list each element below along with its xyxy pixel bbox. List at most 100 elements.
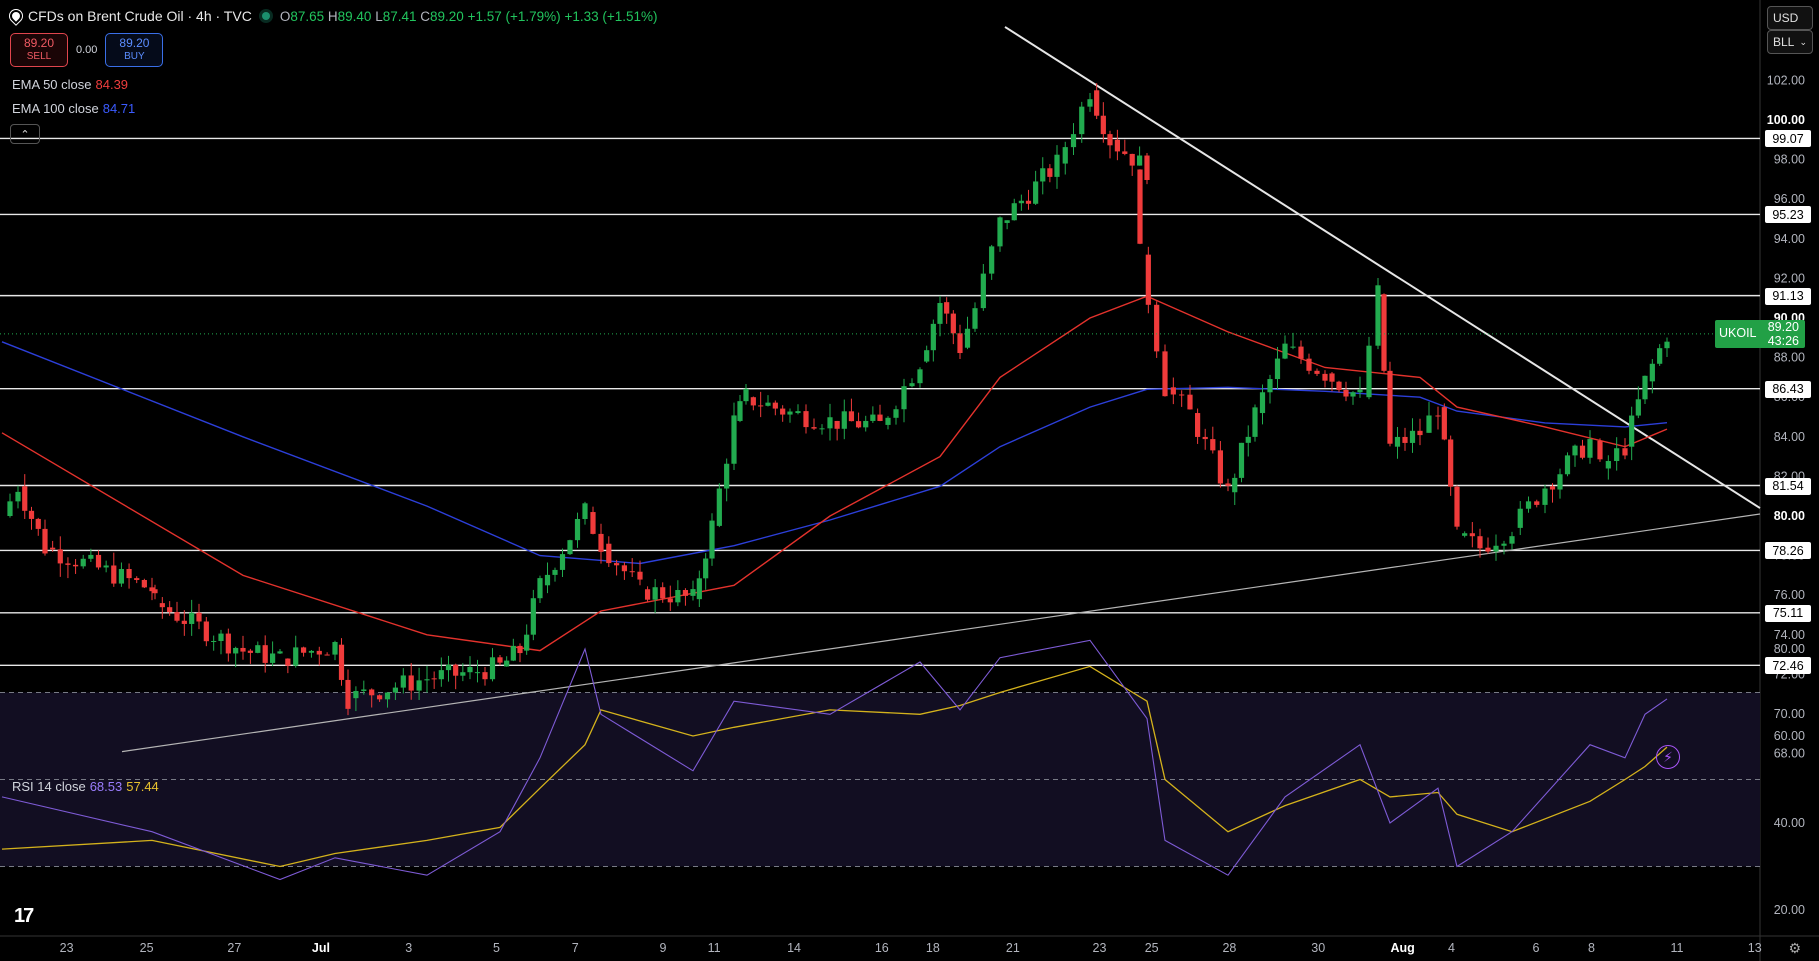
tradingview-logo[interactable]: 17 [14,905,34,927]
candle-down[interactable] [111,565,117,584]
candle-down[interactable] [338,644,345,680]
candle-down[interactable] [152,589,158,594]
candle-up[interactable] [716,488,722,526]
candle-up[interactable] [293,647,299,666]
candle-up[interactable] [652,587,658,600]
candle-down[interactable] [22,486,28,511]
candle-down[interactable] [1485,547,1491,552]
candle-down[interactable] [1402,436,1408,443]
candle-down[interactable] [149,587,155,592]
candle-down[interactable] [629,571,635,573]
candle-down[interactable] [598,533,604,552]
candle-up[interactable] [795,411,801,414]
candle-up[interactable] [277,651,283,654]
candle-down[interactable] [606,543,612,564]
candle-down[interactable] [1622,448,1628,456]
candle-down[interactable] [834,420,840,429]
candle-up[interactable] [1357,389,1363,393]
candle-up[interactable] [1587,439,1593,458]
candle-up[interactable] [885,417,891,425]
candle-up[interactable] [1542,488,1548,505]
candle-up[interactable] [1282,343,1288,359]
candle-up[interactable] [1040,168,1046,182]
candle-up[interactable] [787,411,793,415]
candle-up[interactable] [964,328,971,348]
candle-up[interactable] [332,641,338,655]
candle-up[interactable] [924,350,930,362]
sell-button[interactable]: 89.20 SELL [10,33,68,67]
candle-up[interactable] [218,633,224,642]
candle-up[interactable] [1267,379,1273,393]
candle-up[interactable] [353,690,359,699]
candle-down[interactable] [1343,389,1349,397]
candle-up[interactable] [400,675,406,688]
candle-down[interactable] [1579,445,1586,458]
candle-up[interactable] [1375,285,1381,346]
candle-up[interactable] [544,574,551,586]
candle-up[interactable] [827,417,833,429]
candle-up[interactable] [1426,415,1432,433]
candle-up[interactable] [438,670,444,680]
collapse-legend-button[interactable]: ⌃ [10,124,40,144]
candle-up[interactable] [574,518,581,541]
candle-down[interactable] [660,587,666,599]
candle-down[interactable] [590,512,596,534]
chart-title[interactable]: CFDs on Brent Crude Oil · 4h · TVC [28,8,252,24]
candle-down[interactable] [1336,381,1342,390]
candle-up[interactable] [1629,415,1635,447]
candle-up[interactable] [997,217,1003,247]
candle-up[interactable] [189,612,195,624]
candle-up[interactable] [255,645,261,653]
candle-up[interactable] [524,634,530,651]
candle-up[interactable] [1033,181,1039,204]
candle-down[interactable] [1306,358,1312,371]
candle-down[interactable] [1170,387,1176,395]
candle-down[interactable] [1137,169,1143,244]
candle-up[interactable] [1366,345,1372,398]
candle-up[interactable] [384,692,391,700]
candle-up[interactable] [1501,543,1507,546]
candle-down[interactable] [316,650,322,655]
candle-up[interactable] [474,672,481,674]
candle-down[interactable] [1597,440,1603,460]
candle-down[interactable] [1094,90,1100,116]
candle-up[interactable] [819,428,825,430]
candle-down[interactable] [803,411,809,428]
candle-up[interactable] [559,554,566,570]
lightning-icon[interactable]: ⚡ [1656,745,1680,769]
candle-up[interactable] [1070,134,1077,148]
candle-up[interactable] [1274,358,1281,380]
candle-down[interactable] [141,579,147,588]
candle-up[interactable] [567,540,573,555]
rsi-legend[interactable]: RSI 14 close 68.53 57.44 [12,779,159,794]
candle-down[interactable] [300,647,307,653]
candle-down[interactable] [431,678,437,680]
candle-up[interactable] [1649,363,1655,382]
candle-up[interactable] [445,664,452,671]
candle-down[interactable] [950,313,956,334]
candle-down[interactable] [1217,450,1223,484]
candle-down[interactable] [35,518,41,529]
candle-down[interactable] [758,405,764,407]
buy-button[interactable]: 89.20 BUY [105,33,164,67]
candle-up[interactable] [1011,203,1017,221]
candle-up[interactable] [690,589,696,596]
candle-down[interactable] [848,411,855,422]
candle-down[interactable] [1448,439,1454,487]
candle-up[interactable] [424,679,430,681]
candle-up[interactable] [416,680,422,691]
candle-down[interactable] [324,654,330,656]
candle-up[interactable] [1525,501,1532,509]
candle-down[interactable] [1322,373,1328,381]
candle-down[interactable] [225,633,231,654]
candle-down[interactable] [1114,139,1120,152]
candle-up[interactable] [870,414,876,421]
candle-up[interactable] [1062,147,1068,164]
candle-up[interactable] [1252,407,1258,437]
candle-down[interactable] [95,554,102,568]
candle-down[interactable] [1469,533,1475,537]
candle-up[interactable] [1557,474,1563,490]
candle-down[interactable] [1129,153,1135,166]
candle-down[interactable] [285,658,291,666]
candle-up[interactable] [1664,341,1670,349]
